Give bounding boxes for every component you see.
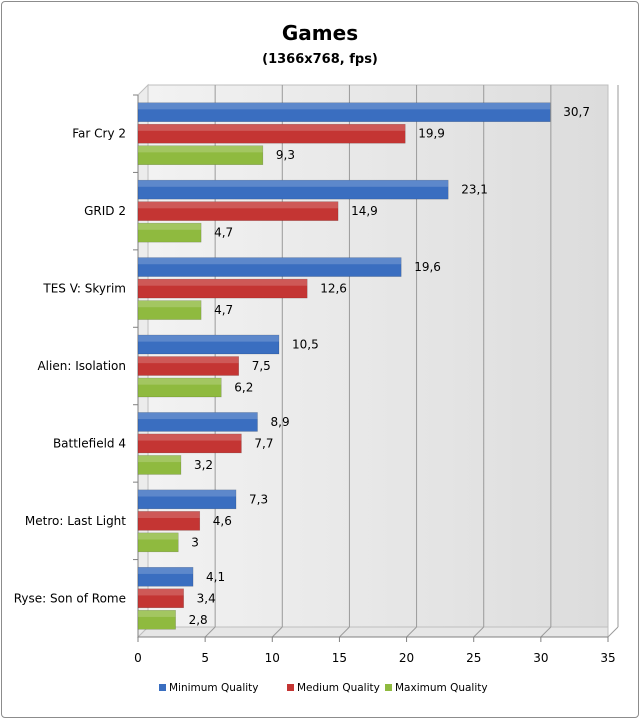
gridline-floor	[406, 626, 417, 638]
data-label: 19,9	[418, 127, 445, 141]
legend: Minimum Quality Medium Quality Maximum Qua…	[159, 682, 488, 694]
bar	[137, 511, 201, 531]
data-label: 4,7	[214, 303, 233, 317]
bar-highlight	[138, 610, 176, 617]
bar-highlight	[138, 180, 449, 187]
data-label: 7,3	[249, 492, 268, 506]
bar-highlight	[138, 511, 200, 519]
data-label: 9,3	[276, 148, 295, 162]
bar-highlight	[138, 378, 222, 385]
bar	[137, 278, 308, 299]
back-wall	[147, 84, 609, 628]
bar-highlight	[138, 433, 242, 441]
category-label: GRID 2	[84, 204, 126, 218]
x-tick-label: 25	[466, 651, 481, 665]
bar	[137, 123, 406, 144]
category-label: Alien: Isolation	[37, 359, 126, 373]
bar-highlight	[138, 489, 237, 497]
legend-label: Maximum Quality	[395, 682, 488, 694]
plot-area: 0 5 10 15 20 25 30 35 Far Cry 2 30,7 19,9 9,3 GRID 2…	[14, 83, 619, 665]
legend-swatch	[159, 684, 166, 691]
data-label: 12,6	[320, 282, 347, 296]
bar	[137, 222, 202, 243]
data-label: 30,7	[563, 105, 590, 119]
bar	[137, 455, 182, 475]
bar-highlight	[138, 567, 194, 574]
data-label: 6,2	[234, 381, 253, 395]
gridline-floor	[473, 626, 485, 638]
data-label: 3	[191, 535, 199, 549]
bar	[137, 145, 264, 165]
x-tick-label: 5	[201, 651, 209, 665]
bar	[137, 433, 242, 454]
floor	[136, 626, 609, 638]
data-label: 4,7	[214, 226, 233, 240]
bar	[137, 257, 402, 277]
data-label: 10,5	[292, 338, 319, 352]
bar	[137, 588, 184, 609]
bar-highlight	[138, 412, 258, 420]
bar	[137, 377, 222, 398]
bar-highlight	[138, 356, 239, 364]
data-label: 8,9	[271, 415, 290, 429]
bar	[137, 532, 179, 553]
category-label: Metro: Last Light	[25, 514, 126, 528]
bar-highlight	[138, 300, 202, 308]
chart-subtitle: (1366x768, fps)	[262, 52, 378, 67]
x-tick-label: 30	[533, 651, 548, 665]
bar	[137, 412, 258, 432]
data-label: 14,9	[351, 204, 378, 218]
category-label: Ryse: Son of Rome	[14, 591, 126, 605]
data-label: 3,4	[197, 591, 216, 605]
category-label: TES V: Skyrim	[42, 282, 126, 296]
bar	[137, 300, 202, 320]
bar-highlight	[138, 279, 308, 286]
bar-highlight	[138, 145, 263, 153]
x-tick-label: 20	[399, 651, 414, 665]
bar-highlight	[138, 223, 202, 230]
bar-highlight	[138, 102, 551, 110]
x-tick-label: 15	[332, 651, 347, 665]
data-label: 7,5	[252, 359, 271, 373]
bar-highlight	[138, 532, 179, 540]
legend-label: Medium Quality	[297, 682, 380, 694]
data-label: 3,2	[194, 458, 213, 472]
data-label: 4,1	[206, 570, 225, 584]
bar	[137, 567, 194, 587]
data-label: 23,1	[461, 183, 488, 197]
bar	[137, 179, 449, 200]
bar	[137, 489, 237, 510]
gridline-floor	[607, 626, 619, 638]
gridline-floor	[339, 626, 350, 638]
legend-label: Minimum Quality	[169, 682, 259, 694]
legend-swatch	[287, 684, 294, 691]
data-label: 7,7	[254, 436, 273, 450]
data-label: 4,6	[213, 514, 232, 528]
legend-swatch	[385, 684, 392, 691]
x-tick-label: 10	[265, 651, 280, 665]
gridline-floor	[540, 626, 552, 638]
bar	[137, 334, 280, 355]
bar	[137, 102, 551, 122]
category-label: Battlefield 4	[53, 436, 126, 450]
gridline-floor	[271, 626, 283, 638]
bar	[137, 356, 239, 376]
bar-highlight	[138, 257, 402, 265]
bar-highlight	[138, 201, 339, 209]
bar-highlight	[138, 455, 181, 463]
bar-highlight	[138, 588, 184, 596]
chart-title: Games	[282, 21, 358, 45]
bar	[137, 610, 176, 630]
data-label: 19,6	[414, 260, 441, 274]
x-tick-label: 0	[134, 651, 142, 665]
bar-highlight	[138, 335, 279, 342]
category-label: Far Cry 2	[72, 127, 126, 141]
x-tick-label: 35	[600, 651, 615, 665]
data-label: 2,8	[189, 613, 208, 627]
bar	[137, 201, 339, 221]
bar-highlight	[138, 124, 406, 131]
gridline-floor	[204, 626, 216, 638]
